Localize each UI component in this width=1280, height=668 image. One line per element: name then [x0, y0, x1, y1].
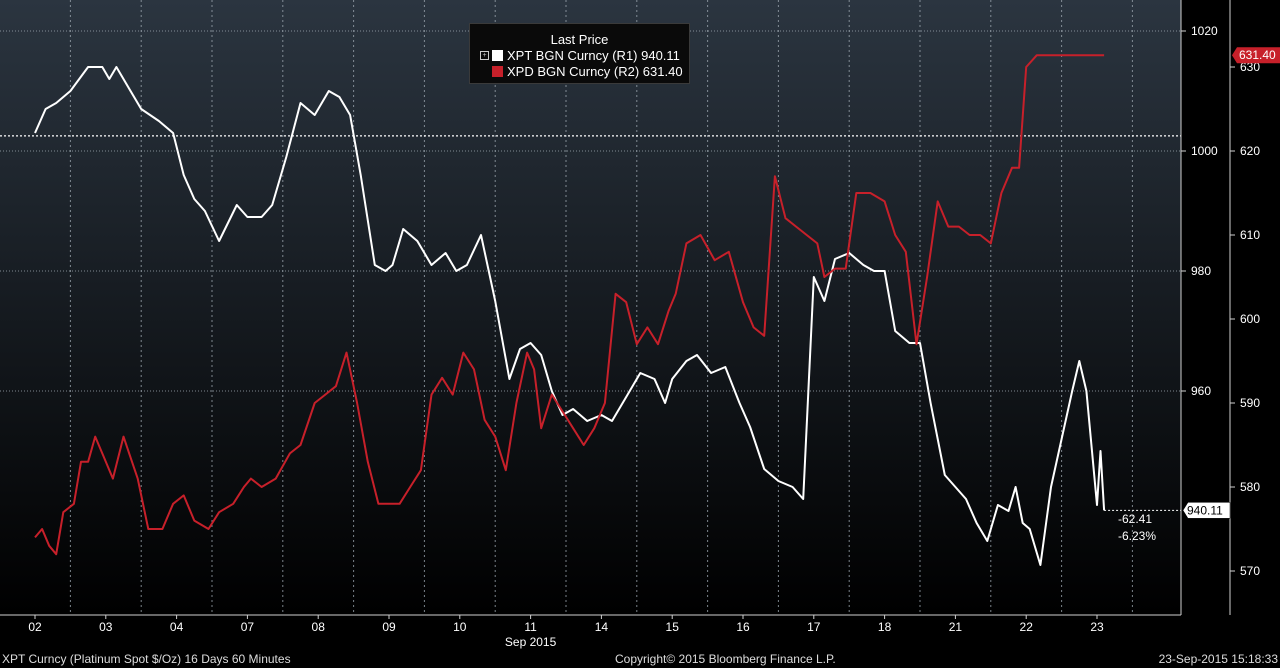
x-tick-label: 18	[878, 620, 892, 634]
r2-tick-label: 630	[1240, 60, 1260, 74]
r2-tick-label: 570	[1240, 564, 1260, 578]
r2-tick-label: 600	[1240, 312, 1260, 326]
x-tick-label: 17	[807, 620, 821, 634]
plot-background	[0, 0, 1181, 615]
last-value-flag-xpd	[1232, 47, 1280, 64]
series-line-xpd	[34, 54, 1105, 556]
legend-box: Last Price + XPT BGN Curncy (R1) 940.11 …	[469, 23, 690, 84]
x-tick-label: 14	[595, 620, 609, 634]
x-tick-label: 21	[949, 620, 963, 634]
x-tick-label: 16	[736, 620, 750, 634]
change-percent: -6.23%	[1118, 529, 1156, 543]
last-value-xpt: 940.11	[1187, 503, 1223, 517]
r2-tick-label: 610	[1240, 228, 1260, 242]
r1-tick-label: 1020	[1191, 24, 1218, 38]
legend-title: Last Price	[550, 32, 609, 47]
legend-item-xpd[interactable]: XPD BGN Curncy (R2) 631.40	[480, 64, 683, 79]
x-tick-label: 04	[170, 620, 184, 634]
x-tick-label: 10	[453, 620, 467, 634]
last-value-xpd: 631.40	[1239, 48, 1276, 62]
r1-tick-label: 960	[1191, 384, 1211, 398]
axis-layer: -62.41 -6.23% 1020 1000 980 960 620 610 600 590 58…	[0, 0, 1280, 649]
x-tick-label: 07	[241, 620, 255, 634]
x-tick-label: 22	[1020, 620, 1034, 634]
footer-copyright: Copyright© 2015 Bloomberg Finance L.P.	[615, 652, 836, 666]
change-value: -62.41	[1118, 512, 1152, 526]
x-tick-label: 23	[1090, 620, 1104, 634]
series-layer	[34, 54, 1181, 566]
r2-tick-label: 580	[1240, 480, 1260, 494]
grid-layer	[0, 0, 1181, 615]
legend-label-xpd: XPD BGN Curncy (R2) 631.40	[507, 64, 683, 79]
r1-tick-label: 1000	[1191, 144, 1218, 158]
x-tick-label: 03	[99, 620, 113, 634]
footer-timestamp: 23-Sep-2015 15:18:33	[1158, 652, 1278, 666]
series-line-xpt	[34, 66, 1106, 566]
legend-label-xpt: XPT BGN Curncy (R1) 940.11	[507, 48, 680, 63]
legend-item-xpt[interactable]: + XPT BGN Curncy (R1) 940.11	[480, 48, 680, 63]
last-value-flag-xpt	[1182, 502, 1231, 519]
r2-tick-label: 590	[1240, 396, 1260, 410]
x-tick-label: 02	[28, 620, 42, 634]
x-tick-label: 09	[382, 620, 396, 634]
x-tick-label: 08	[312, 620, 326, 634]
x-tick-label: 15	[666, 620, 680, 634]
r1-tick-label: 980	[1191, 264, 1211, 278]
footer-security: XPT Curncy (Platinum Spot $/Oz) 16 Days …	[2, 652, 291, 666]
xpd-swatch	[492, 66, 503, 77]
x-sublabel: Sep 2015	[505, 635, 557, 649]
xpt-swatch	[492, 50, 503, 61]
expand-icon[interactable]: +	[480, 51, 489, 60]
r2-tick-label: 620	[1240, 144, 1260, 158]
x-tick-label: 11	[524, 620, 537, 634]
